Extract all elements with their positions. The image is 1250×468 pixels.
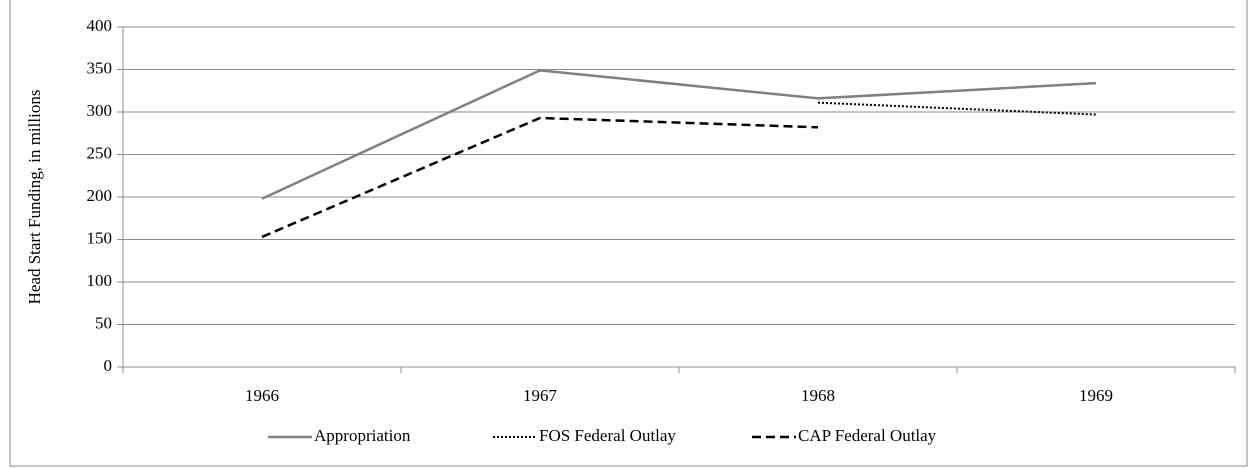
- y-tick-label: 0: [104, 356, 113, 375]
- legend-label: CAP Federal Outlay: [798, 426, 937, 445]
- y-tick-label: 150: [87, 228, 113, 247]
- x-tick-label: 1966: [245, 386, 279, 405]
- y-axis-label: Head Start Funding, in millions: [25, 90, 44, 305]
- series-line: [261, 69, 1097, 200]
- x-tick-label: 1968: [801, 386, 835, 405]
- y-tick-label: 200: [87, 186, 113, 205]
- y-tick-label: 250: [87, 143, 113, 162]
- y-tick-label: 400: [87, 16, 113, 35]
- legend-label: FOS Federal Outlay: [539, 426, 676, 445]
- legend-label: Appropriation: [314, 426, 411, 445]
- y-tick-label: 300: [87, 101, 113, 120]
- x-tick-label: 1969: [1079, 386, 1113, 405]
- chart-border: [9, 0, 1248, 467]
- y-tick-label: 50: [95, 313, 112, 332]
- y-tick-label: 350: [87, 58, 113, 77]
- y-tick-label: 100: [87, 271, 113, 290]
- x-tick-label: 1967: [523, 386, 558, 405]
- series-line: [261, 116, 819, 239]
